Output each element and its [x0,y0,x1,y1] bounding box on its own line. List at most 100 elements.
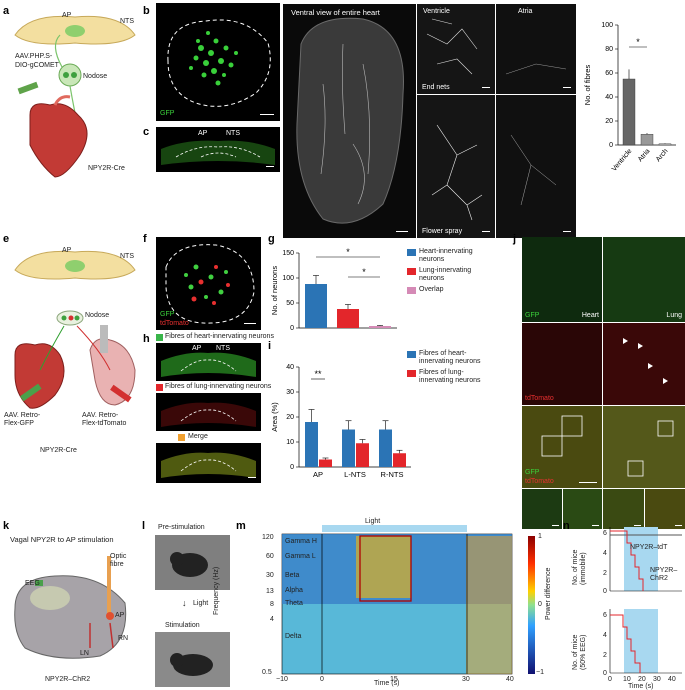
y-tick: 30 [266,572,274,579]
scale-bar [482,230,490,232]
micrograph-h-merge [156,443,261,483]
colorbar-tick: 1 [538,533,542,540]
channel-label-tdtomato: tdTomato [525,395,554,402]
y-tick: 2 [603,652,607,659]
channel-label-tdtomato: tdTomato [525,478,554,485]
ap-region [65,260,85,272]
bar [319,459,332,467]
bar [393,453,406,467]
scale-bar [552,524,559,526]
panel-label-f: f [143,233,147,245]
micrograph-d-atria-bottom [496,95,576,238]
y-tick: 2 [603,570,607,577]
x-tick: −10 [276,676,288,683]
band-gamma-h: Gamma H [285,538,317,545]
x-axis-label: Time (s) [374,680,400,687]
label-heart: Heart [581,312,599,319]
label-ap: AP [198,130,208,137]
line-chr2-bottom [610,614,641,673]
title-k: Vagal NPY2R to AP stimulation [10,535,114,544]
legend-swatch-lung [156,384,163,391]
micrograph-j-zoom3 [603,489,644,529]
x-tick-label: Arch [655,148,670,164]
panel-label-n: n [563,520,570,532]
channel-label-gfp: GFP [525,312,540,319]
x-axis-label: Time (s) [628,683,654,690]
micrograph-j-zoom1 [522,489,562,529]
micrograph-j-lung-gfp: Lung [603,237,685,322]
label-nodose: Nodose [85,312,110,319]
bar [342,429,355,467]
scale-bar [396,230,408,232]
scale-bar [563,86,571,88]
micrograph-j-heart-merge: GFP tdTomato [522,406,602,488]
eeg-electrode [35,580,43,586]
y-tick-label: 0 [290,464,294,471]
brain-region [30,586,70,610]
micrograph-j-zoom4 [645,489,685,529]
label-nts: NTS [226,130,240,137]
channel-label-tdtomato: tdTomato [160,320,189,327]
y-tick-label: 150 [282,250,294,257]
x-tick: 10 [623,676,631,683]
x-tick-label: L-NTS [344,470,366,479]
y-tick-label: 50 [286,300,294,307]
label-ap: AP [115,612,125,619]
micrograph-j-heart-gfp: GFP Heart [522,237,602,322]
schematic-a [14,15,136,178]
legend-swatch-merge [178,434,185,441]
y-tick-label: 20 [286,414,294,421]
bar [379,429,392,467]
y-tick-label: 0 [609,142,613,149]
x-tick-label: AP [313,470,323,479]
panel-label-b: b [143,5,150,17]
panel-label-l: l [142,520,146,532]
label-nodose: Nodose [83,73,108,80]
legend-g-lung: Lung-innervating neurons [419,267,472,282]
x-tick: 40 [668,676,676,683]
micrograph-c: AP NTS [156,127,280,172]
label-ap: AP [62,12,72,19]
y-tick-label: 10 [286,439,294,446]
scale-bar [579,481,597,483]
x-tick-label: Atria [637,148,652,164]
label-flower-spray: Flower spray [422,228,463,235]
y-tick-label: 60 [605,70,613,77]
y-tick: 4 [270,616,274,623]
chart-m [281,525,535,675]
title-ventricle: Ventricle [423,8,450,15]
panel-label-m: m [236,520,246,532]
legend-g: Heart-innervating neurons Lung-innervati… [407,248,473,294]
syringe-green-icon [20,383,42,402]
x-tick: 30 [653,676,661,683]
light-window-top [624,527,658,591]
panel-label-i: i [268,340,272,352]
micrograph-d-ventricle-flowerspray: Flower spray [417,95,495,238]
panel-label-a: a [3,5,10,17]
colorbar-tick: −1 [536,669,544,676]
y-tick-label: 100 [601,22,613,29]
y-tick-label: 30 [286,389,294,396]
bar [369,326,391,328]
scale-bar [248,476,256,478]
scale-bar [260,113,274,115]
y-tick: 8 [270,601,274,608]
label-nts: NTS [120,253,134,260]
panel-label-k: k [3,520,10,532]
syringe-red-icon [110,384,132,403]
legend-swatch-heart [156,334,163,341]
panel-label-g: g [268,233,275,245]
nodose-ganglion [58,63,82,87]
label-end-nets: End nets [422,84,450,91]
legend-g-heart: Heart-innervating neurons [419,248,473,263]
scale-bar [634,524,641,526]
band-theta: Theta [285,600,303,607]
micrograph-b: GFP [156,3,280,121]
x-tick: 40 [506,676,514,683]
rn-arrow [109,622,114,649]
y-tick-label: 40 [286,364,294,371]
bar [658,143,672,146]
syringe-icon [17,81,39,95]
legend-i-heart: Fibres of heart- innervating neurons [419,350,481,365]
photo-pre-stimulation [155,535,230,590]
